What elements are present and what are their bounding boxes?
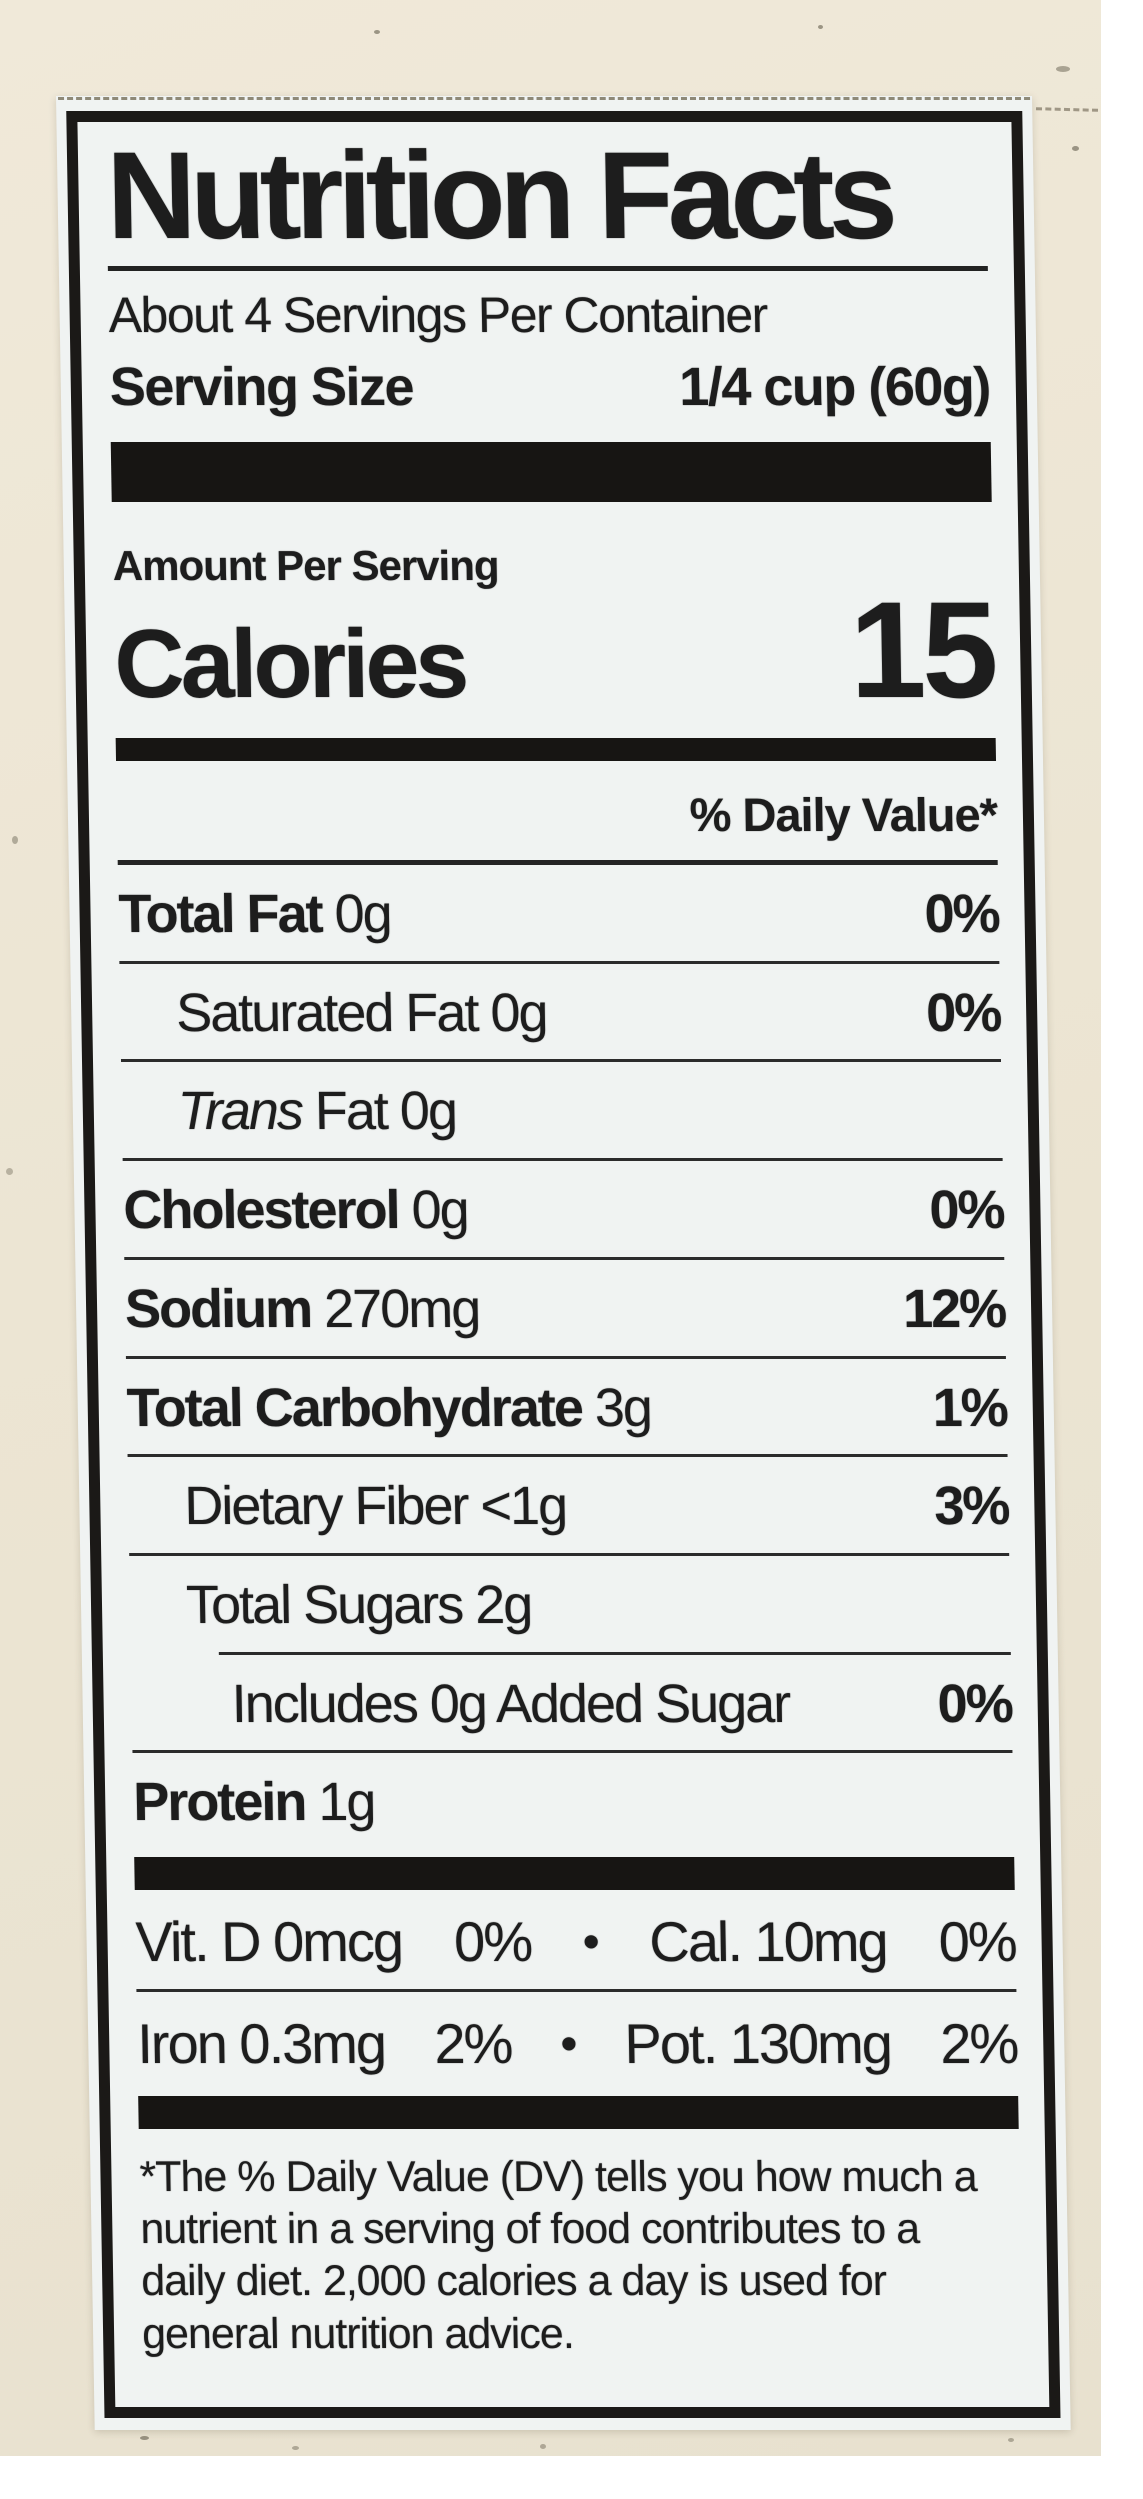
nutrient-name: Trans xyxy=(177,1081,303,1142)
nutrient-name: Total Fat xyxy=(118,883,323,944)
nutrient-amount: 0g xyxy=(334,883,392,944)
serving-size-label: Serving Size xyxy=(109,357,414,418)
nutrition-facts-title: Nutrition Facts xyxy=(105,127,893,265)
dust-speck xyxy=(1008,2438,1014,2442)
dust-speck xyxy=(540,2444,546,2449)
nutrient-amount: Fat 0g xyxy=(314,1081,457,1142)
dust-speck xyxy=(1056,66,1070,72)
nutrient-dv: 0% xyxy=(924,883,1000,944)
perforation-line-extension xyxy=(1035,107,1099,112)
micronutrient-dv: 2% xyxy=(433,2012,512,2076)
dust-speck xyxy=(12,836,18,844)
nutrient-name: Sodium xyxy=(124,1278,312,1339)
nutrient-left: Protein 1g xyxy=(133,1771,375,1835)
footnote-line: nutrient in a serving of food contribute… xyxy=(139,2204,920,2253)
nutrient-name: Includes 0g Added Sugar xyxy=(231,1673,790,1734)
nutrient-row-protein: Protein 1g xyxy=(132,1753,1014,1849)
nutrient-left: Sodium 270mg xyxy=(125,1278,480,1342)
nutrient-name: Total Sugars xyxy=(185,1574,463,1635)
nutrient-row-total-sugars: Total Sugars 2g xyxy=(129,1556,1011,1652)
calories-value: 15 xyxy=(848,574,996,728)
micronutrient-name: Cal. 10mg xyxy=(648,1910,888,1974)
nutrient-left: Total Carbohydrate 3g xyxy=(126,1377,651,1441)
nutrient-left: Dietary Fiber <1g xyxy=(184,1475,567,1539)
micronutrient-row-vitd-calcium: Vit. D 0mcg 0% • Cal. 10mg 0% xyxy=(135,1890,1017,1989)
photo-background: Nutrition Facts About 4 Servings Per Con… xyxy=(0,0,1101,2456)
nutrition-facts-label: Nutrition Facts About 4 Servings Per Con… xyxy=(56,96,1071,2430)
micronutrient-dv: 2% xyxy=(939,2012,1018,2076)
nutrient-dv: 1% xyxy=(932,1377,1008,1438)
calories-label: Calories xyxy=(113,609,467,719)
nutrient-dv: 0% xyxy=(937,1673,1013,1734)
nutrient-amount: 1g xyxy=(317,1772,375,1833)
divider-bar-micronutrients xyxy=(134,1857,1015,1891)
nutrient-row-saturated-fat: Saturated Fat 0g 0% xyxy=(119,964,1001,1060)
micronutrient-dv: 0% xyxy=(938,1910,1017,1974)
nutrient-name: Cholesterol xyxy=(122,1180,400,1241)
nutrient-left: Includes 0g Added Sugar xyxy=(231,1673,790,1737)
bullet-separator: • xyxy=(582,1915,598,1968)
title-rule xyxy=(107,266,988,272)
nutrient-amount: 2g xyxy=(474,1574,532,1635)
nutrient-left: Saturated Fat 0g xyxy=(176,982,547,1046)
divider-bar-footnote xyxy=(138,2095,1019,2129)
nutrient-left: Trans Fat 0g xyxy=(177,1080,456,1144)
dust-speck xyxy=(6,1168,13,1175)
micronutrient-name: Iron 0.3mg xyxy=(136,2012,386,2076)
perforation-line xyxy=(58,97,1031,100)
micronutrient-row-iron-potassium: Iron 0.3mg 2% • Pot. 130mg 2% xyxy=(136,1992,1018,2091)
nutrient-row-trans-fat: Trans Fat 0g xyxy=(121,1062,1003,1158)
nutrient-row-added-sugar: Includes 0g Added Sugar 0% xyxy=(131,1655,1013,1751)
dust-speck xyxy=(818,25,823,29)
nutrient-left: Total Fat 0g xyxy=(118,883,391,947)
micronutrient-name: Pot. 130mg xyxy=(623,2012,892,2076)
nutrient-row-cholesterol: Cholesterol 0g 0% xyxy=(123,1161,1005,1257)
divider-bar-thick xyxy=(110,442,992,503)
nutrient-left: Cholesterol 0g xyxy=(123,1179,468,1243)
label-frame: Nutrition Facts About 4 Servings Per Con… xyxy=(66,111,1061,2418)
nutrient-row-total-carbohydrate: Total Carbohydrate 3g 1% xyxy=(126,1359,1008,1455)
nutrient-amount: 270mg xyxy=(323,1278,480,1339)
bullet-separator: • xyxy=(560,2017,576,2070)
calories-row: Calories 15 xyxy=(113,574,996,728)
nutrient-row-total-fat: Total Fat 0g 0% xyxy=(118,865,1000,961)
servings-per-container: About 4 Servings Per Container xyxy=(108,287,768,344)
micronutrient-dv: 0% xyxy=(453,1910,532,1974)
nutrient-amount: 0g xyxy=(411,1180,469,1241)
nutrient-dv: 0% xyxy=(928,1180,1004,1241)
nutrient-dv: 12% xyxy=(902,1278,1006,1339)
nutrient-dv: 0% xyxy=(925,982,1001,1043)
serving-size-row: Serving Size 1/4 cup (60g) xyxy=(109,347,990,428)
serving-size-value: 1/4 cup (60g) xyxy=(678,357,991,418)
micronutrient-name: Vit. D 0mcg xyxy=(135,1910,403,1974)
nutrient-left: Total Sugars 2g xyxy=(186,1574,532,1638)
daily-value-header: % Daily Value* xyxy=(116,760,998,865)
nutrient-row-sodium: Sodium 270mg 12% xyxy=(124,1260,1006,1356)
nutrient-amount: 0g xyxy=(489,982,547,1043)
nutrient-name: Saturated Fat xyxy=(175,982,478,1043)
nutrient-name: Dietary Fiber xyxy=(183,1476,468,1537)
dust-speck xyxy=(292,2446,299,2450)
divider-bar-medium xyxy=(115,737,997,761)
nutrient-name: Protein xyxy=(132,1772,306,1833)
footnote-line: general nutrition advice. xyxy=(141,2309,575,2358)
dust-speck xyxy=(1072,146,1079,151)
footnote-line: daily diet. 2,000 calories a day is used… xyxy=(140,2257,887,2306)
nutrient-row-dietary-fiber: Dietary Fiber <1g 3% xyxy=(128,1457,1010,1553)
footnote-line: *The % Daily Value (DV) tells you how mu… xyxy=(139,2152,977,2201)
daily-value-footnote: *The % Daily Value (DV) tells you how mu… xyxy=(139,2151,1022,2361)
dust-speck xyxy=(374,30,380,34)
nutrient-name: Total Carbohydrate xyxy=(126,1377,583,1438)
nutrient-amount: 3g xyxy=(594,1377,652,1438)
nutrient-dv: 3% xyxy=(933,1476,1009,1537)
nutrient-amount: <1g xyxy=(479,1476,567,1537)
dust-speck xyxy=(140,2436,149,2440)
